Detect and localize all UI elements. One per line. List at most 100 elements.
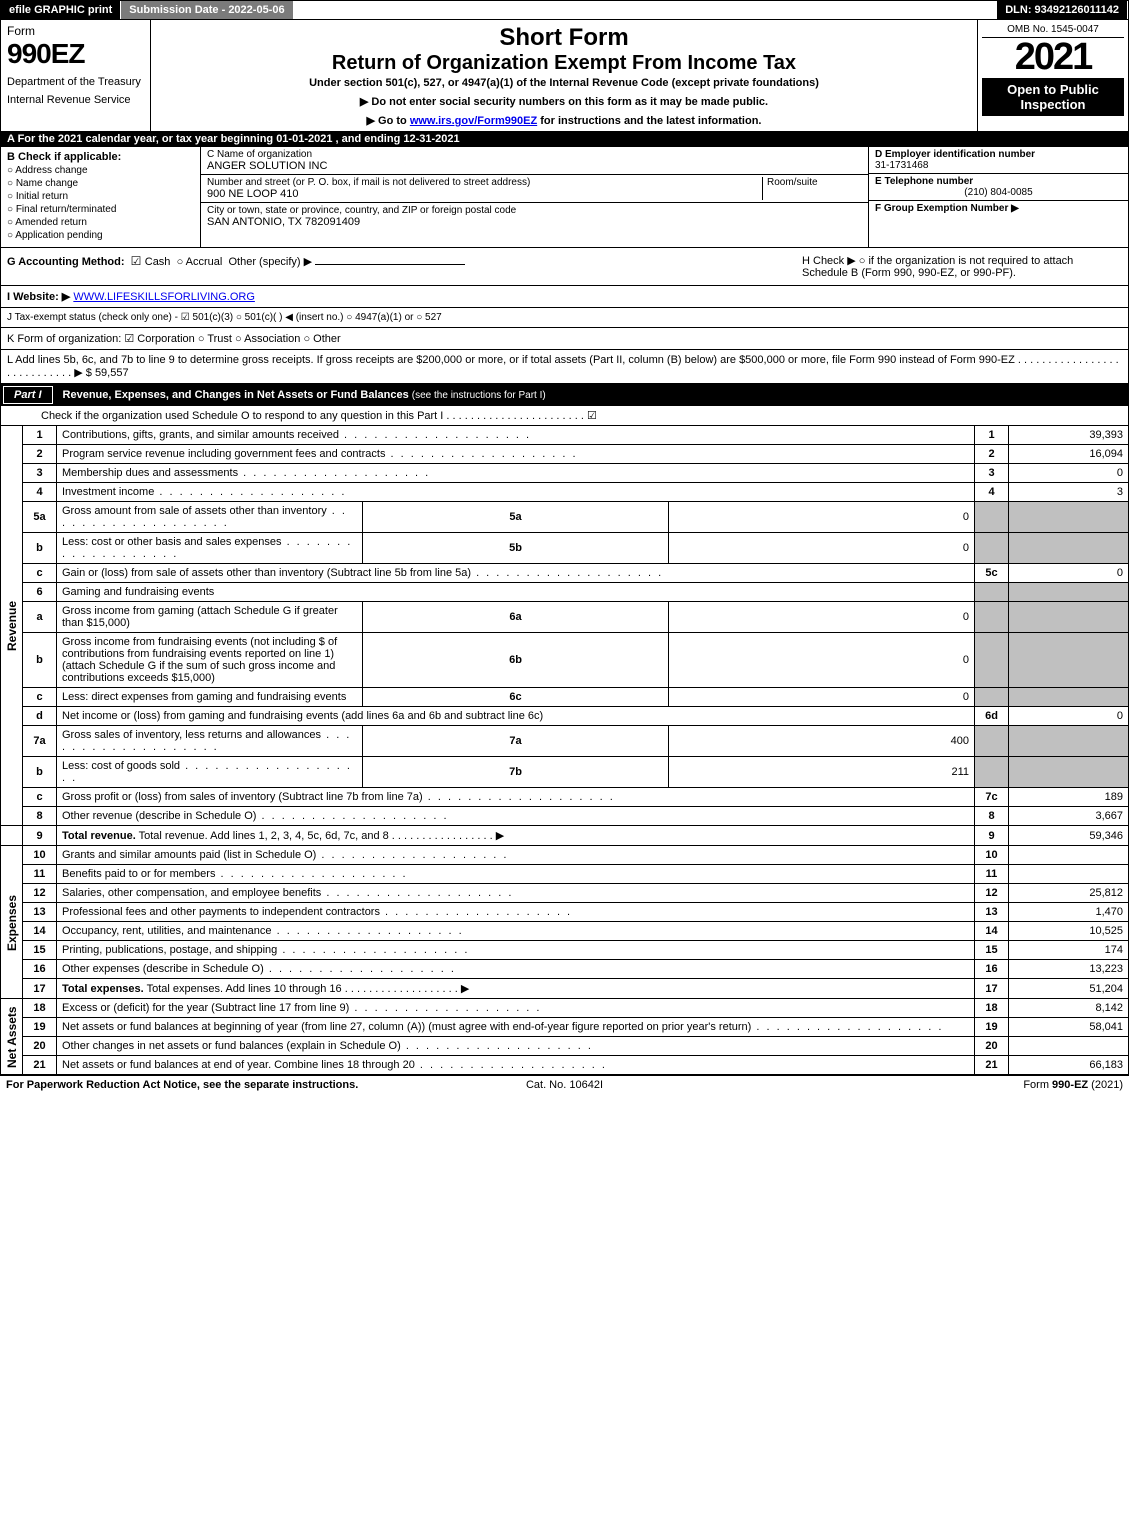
- row-l-val: $ 59,557: [86, 367, 129, 379]
- line-2-num: 2: [23, 445, 57, 464]
- org-name: ANGER SOLUTION INC: [207, 160, 862, 172]
- line-6a-subval: 0: [669, 602, 975, 633]
- line-2-val: 16,094: [1009, 445, 1129, 464]
- line-6-num: 6: [23, 583, 57, 602]
- line-6d-num: d: [23, 707, 57, 726]
- line-12-desc: Salaries, other compensation, and employ…: [57, 884, 975, 903]
- line-7b-gray: [975, 757, 1009, 788]
- line-18-ref: 18: [975, 999, 1009, 1018]
- line-11-ref: 11: [975, 865, 1009, 884]
- line-7a-num: 7a: [23, 726, 57, 757]
- line-6b-sub: 6b: [363, 633, 669, 688]
- org-name-label: C Name of organization: [207, 149, 862, 160]
- line-9-ref: 9: [975, 826, 1009, 846]
- line-6a-sub: 6a: [363, 602, 669, 633]
- section-a-calendar: A For the 2021 calendar year, or tax yea…: [0, 131, 1129, 147]
- info-grid: B Check if applicable: Address change Na…: [0, 147, 1129, 248]
- line-21-ref: 21: [975, 1056, 1009, 1075]
- ein-val: 31-1731468: [875, 160, 1122, 171]
- instr-goto-pre: ▶ Go to: [367, 115, 410, 127]
- line-11-desc: Benefits paid to or for members: [57, 865, 975, 884]
- line-15-num: 15: [23, 941, 57, 960]
- line-15-val: 174: [1009, 941, 1129, 960]
- line-17-ref: 17: [975, 979, 1009, 999]
- header-mid: Short Form Return of Organization Exempt…: [151, 20, 978, 131]
- line-4-desc: Investment income: [57, 483, 975, 502]
- line-9-desc: Total revenue. Total revenue. Add lines …: [57, 826, 975, 846]
- line-6b-gray2: [1009, 633, 1129, 688]
- section-d: D Employer identification number 31-1731…: [869, 147, 1128, 174]
- line-1-ref: 1: [975, 426, 1009, 445]
- line-5a-sub: 5a: [363, 502, 669, 533]
- line-7a-gray: [975, 726, 1009, 757]
- line-6b-subval: 0: [669, 633, 975, 688]
- city-val: SAN ANTONIO, TX 782091409: [207, 216, 862, 228]
- line-5b-gray: [975, 533, 1009, 564]
- line-5b-desc: Less: cost or other basis and sales expe…: [57, 533, 363, 564]
- form-word: Form: [7, 24, 144, 38]
- line-19-val: 58,041: [1009, 1018, 1129, 1037]
- line-20-desc: Other changes in net assets or fund bala…: [57, 1037, 975, 1056]
- street-label: Number and street (or P. O. box, if mail…: [207, 177, 762, 188]
- line-14-ref: 14: [975, 922, 1009, 941]
- lines-table: Revenue 1 Contributions, gifts, grants, …: [0, 425, 1129, 1075]
- footer-formref: Form 990-EZ (2021): [751, 1079, 1123, 1091]
- chk-application-pending[interactable]: Application pending: [7, 230, 194, 241]
- chk-initial-return[interactable]: Initial return: [7, 191, 194, 202]
- row-j: J Tax-exempt status (check only one) - ☑…: [0, 307, 1129, 327]
- line-5a-gray2: [1009, 502, 1129, 533]
- chk-address-change[interactable]: Address change: [7, 165, 194, 176]
- phone-label: E Telephone number: [875, 176, 1122, 187]
- chk-name-change[interactable]: Name change: [7, 178, 194, 189]
- line-12-ref: 12: [975, 884, 1009, 903]
- line-6c-gray2: [1009, 688, 1129, 707]
- line-5b-sub: 5b: [363, 533, 669, 564]
- line-16-ref: 16: [975, 960, 1009, 979]
- line-3-val: 0: [1009, 464, 1129, 483]
- line-10-num: 10: [23, 846, 57, 865]
- line-6-desc: Gaming and fundraising events: [57, 583, 975, 602]
- row-l: L Add lines 5b, 6c, and 7b to line 9 to …: [0, 349, 1129, 384]
- line-4-ref: 4: [975, 483, 1009, 502]
- submission-date: Submission Date - 2022-05-06: [121, 1, 292, 19]
- line-17-num: 17: [23, 979, 57, 999]
- section-b-title: B Check if applicable:: [7, 151, 194, 163]
- chk-accrual[interactable]: Accrual: [177, 256, 223, 268]
- city-label: City or town, state or province, country…: [207, 205, 862, 216]
- line-5c-num: c: [23, 564, 57, 583]
- city-cell: City or town, state or province, country…: [201, 203, 868, 230]
- chk-final-return[interactable]: Final return/terminated: [7, 204, 194, 215]
- other-specify-line[interactable]: [315, 264, 465, 265]
- line-19-ref: 19: [975, 1018, 1009, 1037]
- efile-print-label: efile GRAPHIC print: [1, 1, 121, 19]
- line-9-val: 59,346: [1009, 826, 1129, 846]
- page-footer: For Paperwork Reduction Act Notice, see …: [0, 1075, 1129, 1094]
- website-link[interactable]: WWW.LIFESKILLSFORLIVING.ORG: [73, 291, 255, 303]
- chk-cash[interactable]: Cash: [131, 256, 171, 268]
- instr-goto-post: for instructions and the latest informat…: [537, 115, 761, 127]
- irs-link[interactable]: www.irs.gov/Form990EZ: [410, 115, 537, 127]
- line-2-ref: 2: [975, 445, 1009, 464]
- part1-sub: (see the instructions for Part I): [412, 390, 546, 401]
- line-5b-gray2: [1009, 533, 1129, 564]
- line-6c-subval: 0: [669, 688, 975, 707]
- line-18-desc: Excess or (deficit) for the year (Subtra…: [57, 999, 975, 1018]
- line-6c-sub: 6c: [363, 688, 669, 707]
- line-7b-gray2: [1009, 757, 1129, 788]
- line-6-gray2: [1009, 583, 1129, 602]
- line-10-val: [1009, 846, 1129, 865]
- line-17-desc: Total expenses. Total expenses. Add line…: [57, 979, 975, 999]
- line-7a-sub: 7a: [363, 726, 669, 757]
- line-6-gray: [975, 583, 1009, 602]
- line-13-desc: Professional fees and other payments to …: [57, 903, 975, 922]
- dept-irs: Internal Revenue Service: [7, 94, 144, 106]
- sidebar-netassets: Net Assets: [1, 999, 23, 1075]
- line-19-num: 19: [23, 1018, 57, 1037]
- line-5a-desc: Gross amount from sale of assets other t…: [57, 502, 363, 533]
- topbar-spacer: [293, 1, 998, 19]
- header-right: OMB No. 1545-0047 2021 Open to Public In…: [978, 20, 1128, 131]
- org-name-cell: C Name of organization ANGER SOLUTION IN…: [201, 147, 868, 175]
- chk-amended-return[interactable]: Amended return: [7, 217, 194, 228]
- section-def: D Employer identification number 31-1731…: [868, 147, 1128, 247]
- line-5b-subval: 0: [669, 533, 975, 564]
